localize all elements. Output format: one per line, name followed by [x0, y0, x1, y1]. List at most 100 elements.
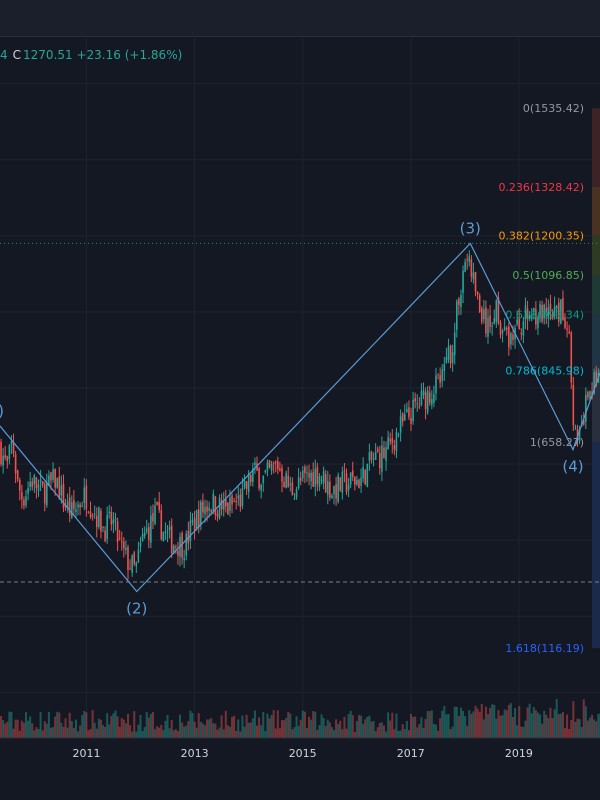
volume-bar [474, 705, 477, 738]
candle-body [468, 256, 471, 263]
volume-bar [108, 724, 111, 738]
volume-bar [287, 711, 290, 738]
volume-bar [216, 729, 219, 738]
volume-bar [341, 729, 344, 738]
volume-bar [203, 725, 206, 738]
candle-body [489, 315, 491, 327]
wave-line[interactable] [0, 242, 600, 593]
volume-bar [89, 729, 92, 738]
volume-bar [466, 725, 469, 738]
volume-bar [295, 716, 298, 738]
candle-body [351, 470, 354, 477]
volume-bar [330, 727, 333, 738]
candle-body [474, 271, 477, 292]
volume-bar [499, 715, 502, 738]
fib-band [592, 314, 600, 371]
candle-body [87, 511, 90, 513]
x-tick-label: 2017 [397, 747, 425, 760]
candle-body [433, 394, 435, 403]
volume-bar [416, 727, 419, 738]
volume-bar [33, 730, 36, 738]
volume-bar [324, 725, 327, 738]
volume-bar [270, 715, 273, 738]
candle-body [385, 447, 387, 461]
candle-body [376, 448, 379, 453]
candle-body [166, 531, 169, 533]
volume-bar [314, 711, 317, 738]
volume-bar [8, 711, 11, 738]
volume-bar [524, 720, 527, 738]
volume-bar [572, 701, 575, 738]
candle-body [358, 479, 360, 489]
fib-band [592, 186, 600, 236]
candle-body [95, 515, 98, 528]
volume-bar [393, 729, 396, 738]
candle-body [85, 485, 88, 509]
volume-bar [597, 714, 600, 738]
candle-body [389, 439, 392, 442]
candle-body [164, 531, 167, 533]
volume-bar [387, 712, 390, 738]
candle-body [68, 497, 71, 516]
candle-body [495, 300, 498, 322]
candle-body [218, 497, 221, 519]
candle-body [270, 463, 273, 471]
volume-bar [534, 710, 537, 738]
candle-body [395, 431, 398, 452]
candle-body [266, 462, 269, 471]
candle-body [312, 472, 315, 487]
candle-body [208, 507, 210, 511]
volume-bar [389, 720, 392, 738]
candle-body [462, 270, 464, 293]
candle-body [553, 306, 556, 317]
candle-body [356, 479, 358, 485]
candle-body [27, 488, 29, 494]
candle-body [127, 547, 129, 571]
candle-body [189, 520, 192, 541]
candle-body [458, 298, 460, 305]
volume-bar [576, 718, 579, 738]
candle-body [274, 461, 277, 463]
candle-body [329, 481, 331, 498]
candle-body [526, 308, 529, 320]
volume-bar [441, 710, 444, 738]
volume-bar [453, 706, 456, 738]
volume-bar [97, 718, 100, 738]
candle-body [48, 475, 50, 486]
volume-bar [476, 708, 479, 738]
candle-body [79, 504, 81, 508]
candle-body [212, 493, 215, 511]
volume-bar [233, 715, 236, 738]
volume-bar [258, 717, 261, 738]
candle-body [578, 428, 581, 441]
volume-bar [430, 710, 433, 738]
volume-bar [289, 713, 292, 738]
volume-bar [586, 720, 589, 738]
elliott-waves[interactable]: 1) (2) (3) (4) [0, 219, 600, 618]
volume-bar [18, 730, 21, 738]
volume-bar [412, 716, 415, 738]
volume-bar [503, 709, 506, 738]
candle-body [0, 441, 2, 465]
candle-body [333, 485, 335, 495]
volume-bar [64, 718, 67, 738]
candle-body [29, 482, 31, 487]
volume-bar [224, 710, 227, 738]
volume-bar [574, 722, 577, 738]
candle-body [428, 392, 431, 403]
candle-body [562, 297, 564, 321]
candle-body [585, 394, 587, 422]
volume-bar [199, 721, 202, 738]
volume-bar [276, 710, 279, 738]
volume-bar [241, 715, 244, 738]
candle-body [108, 511, 111, 513]
candle-body [268, 460, 271, 468]
volume-bar [318, 725, 321, 738]
volume-bar [120, 718, 123, 738]
volume-bar [543, 710, 546, 738]
candle-body [131, 555, 133, 573]
candle-body [537, 317, 539, 329]
volume-bar [212, 723, 215, 738]
volume-bar [124, 723, 127, 738]
